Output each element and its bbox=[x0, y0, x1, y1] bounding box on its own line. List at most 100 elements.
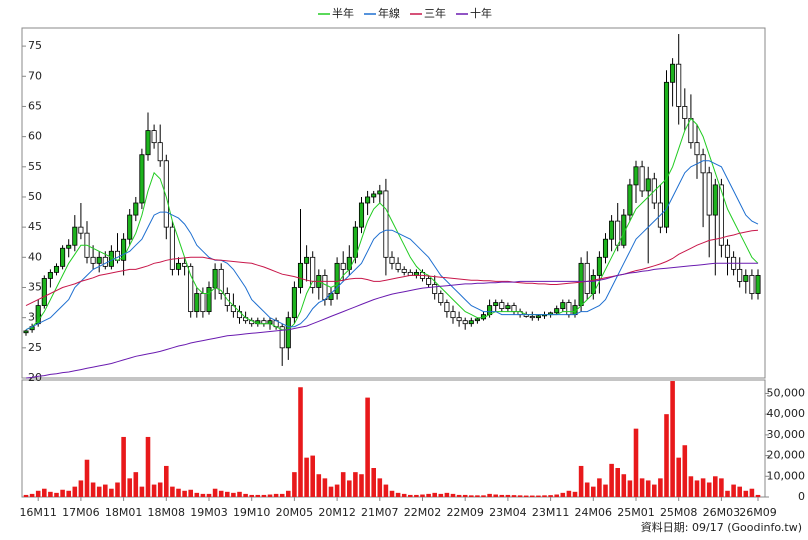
volume-bar bbox=[90, 482, 96, 497]
volume-bar bbox=[365, 397, 370, 497]
candle-body bbox=[432, 284, 438, 294]
volume-bar bbox=[450, 493, 456, 497]
candle-body bbox=[102, 256, 108, 267]
volume-bar bbox=[127, 478, 132, 497]
candle-body bbox=[743, 275, 749, 282]
volume-bar bbox=[133, 472, 139, 497]
volume-bar bbox=[542, 495, 547, 497]
volume-panel bbox=[21, 379, 766, 498]
candle-body bbox=[755, 275, 761, 294]
footer: 資料日期: 09/17 (Goodinfo.tw) bbox=[641, 520, 802, 534]
candle-body bbox=[529, 316, 535, 319]
candle-body bbox=[560, 302, 566, 310]
volume-bar bbox=[304, 457, 309, 497]
volume-bar bbox=[676, 457, 681, 497]
y-tick-label: 20 bbox=[28, 371, 42, 384]
volume-bar bbox=[469, 495, 474, 497]
candle-body bbox=[712, 184, 718, 216]
volume-bar bbox=[591, 486, 596, 497]
x-tick-label: 26M09 bbox=[739, 506, 777, 519]
volume-bar bbox=[298, 387, 303, 497]
volume-bar bbox=[231, 492, 236, 497]
candle-body bbox=[468, 320, 474, 325]
volume-bar bbox=[713, 476, 718, 497]
y-tick-label: 60 bbox=[28, 130, 42, 143]
volume-bar bbox=[414, 494, 419, 497]
candle-body bbox=[438, 293, 444, 303]
x-tick-label: 22M09 bbox=[446, 506, 484, 519]
volume-tick-label: 0 bbox=[798, 490, 805, 503]
candle-body bbox=[499, 302, 505, 310]
candle-body bbox=[444, 302, 450, 313]
volume-bar bbox=[340, 472, 346, 497]
candle-body bbox=[462, 320, 468, 325]
candle-body bbox=[389, 256, 395, 264]
y-tick-label: 25 bbox=[28, 341, 42, 354]
volume-bar bbox=[377, 478, 383, 497]
volume-tick-label: 30,000 bbox=[767, 428, 806, 441]
candle-body bbox=[749, 275, 755, 294]
volume-bar bbox=[194, 492, 200, 497]
volume-bar bbox=[719, 478, 724, 497]
x-tick-label: 19M03 bbox=[190, 506, 228, 519]
volume-bar bbox=[737, 486, 742, 497]
candle-body bbox=[53, 265, 60, 273]
volume-bar bbox=[115, 482, 120, 497]
candle-body bbox=[157, 142, 163, 162]
legend-label: 半年 bbox=[332, 6, 354, 20]
volume-bar bbox=[60, 489, 65, 497]
x-tick-label: 22M02 bbox=[404, 506, 442, 519]
volume-bar bbox=[267, 494, 273, 497]
volume-tick-label: 20,000 bbox=[767, 449, 806, 462]
volume-bar bbox=[505, 494, 511, 497]
volume-bar bbox=[334, 484, 340, 497]
volume-bar bbox=[328, 486, 334, 497]
candle-body bbox=[645, 178, 651, 192]
volume-bar bbox=[310, 455, 315, 497]
volume-bar bbox=[523, 495, 529, 497]
volume-bar bbox=[499, 494, 505, 497]
candle-body bbox=[346, 256, 352, 270]
candle-body bbox=[670, 63, 676, 83]
candle-body bbox=[694, 142, 700, 156]
volume-bar bbox=[139, 486, 145, 497]
candle-body bbox=[505, 305, 511, 310]
candle-body bbox=[47, 271, 53, 279]
candle-body bbox=[554, 308, 560, 314]
volume-bar bbox=[566, 490, 572, 497]
volume-bar bbox=[615, 468, 620, 497]
candle-body bbox=[676, 63, 682, 107]
candle-body bbox=[493, 302, 499, 306]
volume-bar bbox=[164, 465, 169, 497]
volume-bar bbox=[536, 495, 541, 497]
volume-bar bbox=[249, 494, 254, 497]
volume-bar bbox=[103, 484, 108, 497]
volume-bar bbox=[347, 480, 352, 497]
candle-body bbox=[633, 166, 639, 186]
volume-bar bbox=[426, 493, 431, 497]
candle-body bbox=[139, 154, 145, 204]
volume-bar bbox=[609, 463, 614, 497]
candle-body bbox=[340, 262, 346, 270]
volume-bar bbox=[670, 381, 675, 497]
volume-bar bbox=[316, 474, 322, 497]
ma-line bbox=[25, 117, 759, 331]
legend-label: 年線 bbox=[378, 6, 400, 20]
volume-bar bbox=[48, 491, 53, 497]
volume-bar bbox=[456, 494, 462, 497]
x-tick-label: 21M07 bbox=[361, 506, 399, 519]
volume-bar bbox=[517, 495, 523, 497]
candle-body bbox=[663, 81, 670, 228]
volume-bar bbox=[432, 492, 437, 497]
y-tick-label: 50 bbox=[28, 190, 42, 203]
volume-bar bbox=[206, 493, 212, 497]
volume-bar bbox=[383, 484, 389, 497]
volume-bar bbox=[645, 480, 651, 497]
candle-body bbox=[163, 160, 169, 228]
volume-bar bbox=[157, 482, 163, 497]
volume-bar bbox=[731, 484, 736, 497]
volume-bar bbox=[633, 428, 639, 497]
volume-bar bbox=[584, 482, 590, 497]
volume-bar bbox=[212, 488, 218, 497]
candle-body bbox=[297, 262, 304, 288]
